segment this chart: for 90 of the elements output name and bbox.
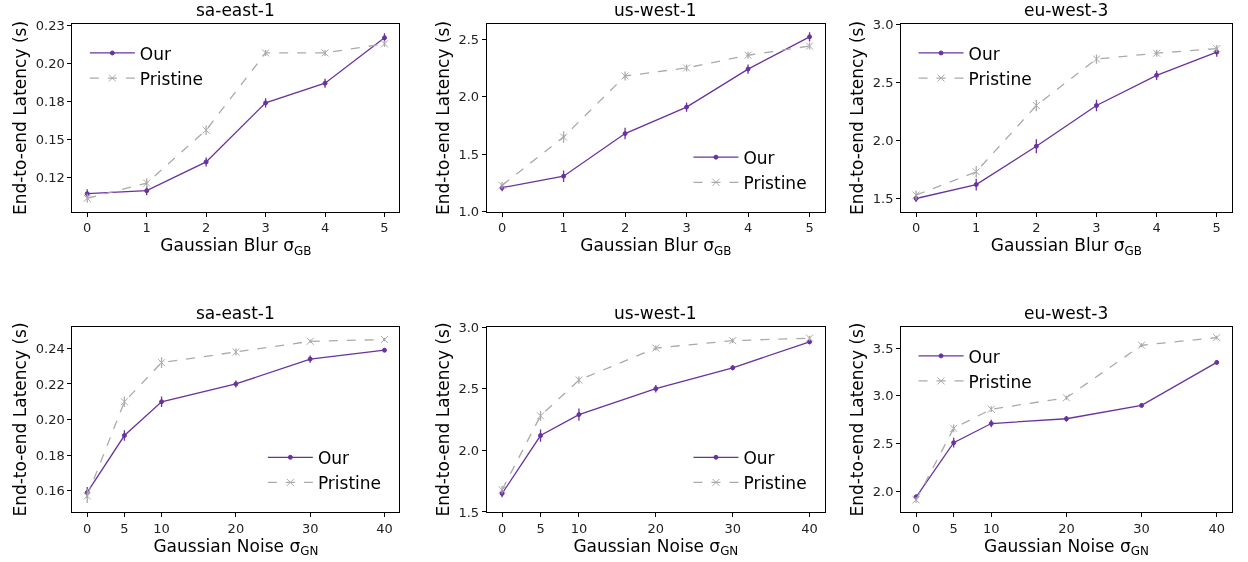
x-tick-label: 4 [1152,220,1161,236]
x-tick-label: 10 [570,520,588,536]
y-tick-label: 0.20 [35,56,65,72]
chart-title: us-west-1 [614,303,697,323]
y-tick-label: 3.5 [872,340,894,356]
y-tick-label: 2.0 [872,483,894,499]
chart-title: sa-east-1 [196,0,275,20]
x-tick-label: 2 [1032,220,1041,236]
legend-label: Pristine [968,371,1032,392]
x-tick-label: 4 [320,220,330,236]
y-axis-title: End-to-end Latency (s) [432,20,453,216]
legend-label: Pristine [139,68,204,89]
y-tick-label: 2.0 [458,89,480,105]
chart-title: eu-west-3 [1024,0,1109,20]
x-tick-label: 3 [261,220,270,236]
y-tick-label: 0.12 [35,169,65,185]
y-tick-label: 3.0 [458,319,480,335]
x-tick-label: 0 [83,220,92,236]
y-axis-title: End-to-end Latency (s) [847,322,868,517]
x-tick-label: 3 [682,220,691,236]
y-tick-label: 2.0 [872,132,894,148]
x-tick-label: 20 [647,520,665,536]
x-tick-label: 40 [376,520,393,536]
legend-label: Our [968,43,1000,64]
x-axis-title: Gaussian Blur σ$_{GB}$ [990,235,1142,259]
x-tick-label: 10 [982,520,1000,536]
x-tick-label: 30 [1133,520,1150,536]
y-tick-label: 2.5 [458,31,480,47]
x-axis-title: Gaussian Noise σ$_{GN}$ [573,535,739,559]
y-axis-title: End-to-end Latency (s) [847,20,868,216]
x-axis-title: Gaussian Noise σ$_{GN}$ [153,535,319,559]
x-tick-label: 0 [911,220,921,236]
x-tick-label: 4 [743,220,753,236]
chart-title: eu-west-3 [1024,303,1109,323]
y-tick-label: 1.0 [458,204,480,220]
x-axis-title: Gaussian Blur σ$_{GB}$ [160,235,312,259]
y-tick-label: 0.15 [35,131,65,147]
x-tick-label: 0 [83,520,92,536]
y-tick-label: 2.5 [872,74,894,90]
x-tick-label: 0 [497,220,507,236]
y-tick-label: 1.5 [872,191,894,207]
y-tick-label: 2.0 [458,442,480,458]
y-axis-title: End-to-end Latency (s) [432,322,453,517]
x-tick-label: 10 [153,520,170,536]
y-tick-label: 0.23 [35,18,65,34]
y-tick-label: 1.5 [458,504,480,520]
y-tick-label: 3.0 [872,16,894,32]
x-tick-label: 0 [497,520,507,536]
y-axis-title: End-to-end Latency (s) [10,20,31,216]
y-tick-label: 2.5 [458,381,480,397]
y-tick-label: 3.0 [872,388,894,404]
legend-label: Our [743,147,775,168]
legend-label: Pristine [968,68,1032,89]
y-tick-label: 0.24 [35,340,65,356]
x-tick-label: 30 [724,520,741,536]
y-tick-label: 0.18 [35,447,65,463]
x-tick-label: 5 [1212,220,1221,236]
x-tick-label: 0 [911,520,921,536]
y-tick-label: 1.5 [458,146,480,162]
x-tick-label: 5 [380,220,389,236]
x-tick-label: 2 [620,220,630,236]
x-tick-label: 40 [801,520,818,536]
legend-label: Our [743,447,775,468]
x-tick-label: 30 [301,520,319,536]
x-tick-label: 5 [120,520,129,536]
legend-label: Our [139,43,172,64]
y-axis-title: End-to-end Latency (s) [10,322,31,517]
x-axis-title: Gaussian Blur σ$_{GB}$ [580,235,732,259]
legend-label: Pristine [743,172,807,193]
x-tick-label: 40 [1208,520,1226,536]
x-tick-label: 2 [202,220,211,236]
x-axis-title: Gaussian Noise σ$_{GN}$ [983,535,1149,559]
x-tick-label: 20 [1058,520,1075,536]
y-tick-label: 0.22 [35,376,65,392]
x-tick-label: 1 [559,220,568,236]
x-tick-label: 5 [536,520,545,536]
x-tick-label: 1 [972,220,981,236]
x-tick-label: 1 [142,220,151,236]
x-tick-label: 5 [949,520,958,536]
x-tick-label: 3 [1092,220,1101,236]
chart-title: sa-east-1 [196,303,275,323]
x-tick-label: 20 [227,520,245,536]
chart-title: us-west-1 [614,0,697,20]
legend-label: Pristine [743,473,807,494]
y-tick-label: 2.5 [872,436,894,452]
y-tick-label: 0.16 [35,483,65,499]
x-tick-label: 5 [805,220,814,236]
y-tick-label: 0.20 [35,412,65,428]
legend-label: Our [968,346,1000,367]
y-tick-label: 0.18 [35,93,65,109]
